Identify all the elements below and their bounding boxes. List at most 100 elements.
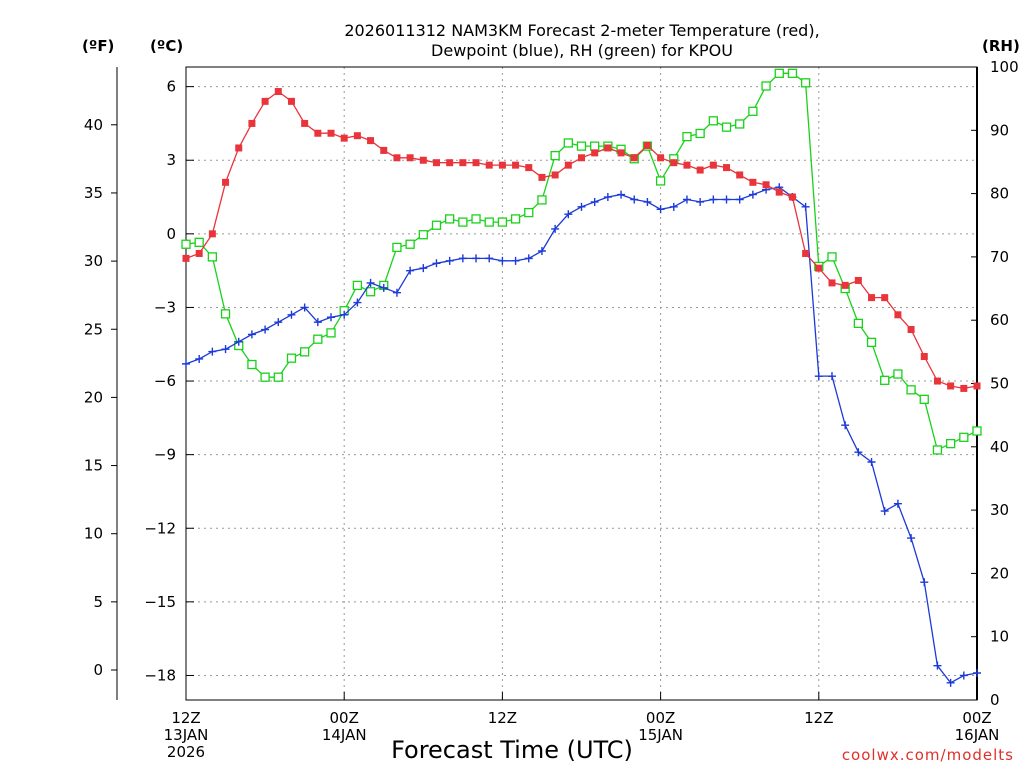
time-tick-label: 12Z xyxy=(171,709,200,727)
dewpoint-point xyxy=(814,372,823,381)
temperature-point xyxy=(736,171,744,179)
celsius-tick-label: −3 xyxy=(154,298,176,316)
rh-point xyxy=(458,217,468,227)
temperature-point xyxy=(459,159,467,167)
temperature-point xyxy=(235,144,243,152)
dewpoint-point xyxy=(458,254,467,263)
rh-point xyxy=(590,141,600,151)
credit-text: coolwx.com/modelts xyxy=(842,746,1014,764)
dewpoint-point xyxy=(867,458,876,467)
rh-tick-label: 50 xyxy=(990,375,1009,393)
dewpoint-point xyxy=(854,448,863,457)
rh-point xyxy=(682,131,692,142)
temperature-point xyxy=(367,137,375,145)
temperature-point xyxy=(973,382,981,390)
dewpoint-point xyxy=(643,197,652,206)
dewpoint-point xyxy=(801,202,810,211)
rh-point xyxy=(286,353,297,363)
rh-point xyxy=(945,438,956,449)
dewpoint-point xyxy=(208,347,217,356)
dewpoint-point xyxy=(485,254,494,263)
dewpoint-point xyxy=(920,578,929,587)
temperature-point xyxy=(498,161,506,169)
fahrenheit-tick-label: 20 xyxy=(84,388,103,406)
temperature-point xyxy=(393,154,401,162)
dewpoint-point xyxy=(340,310,349,319)
dewpoint-point xyxy=(379,283,388,292)
dewpoint-point xyxy=(221,345,230,354)
fahrenheit-unit-label: (ºF) xyxy=(82,37,114,55)
rh-point xyxy=(972,426,982,436)
time-tick-label: 13JAN xyxy=(164,726,209,744)
rh-tick-label: 90 xyxy=(990,121,1009,139)
temperature-point xyxy=(828,279,836,287)
temperature-line xyxy=(185,90,978,390)
rh-point xyxy=(510,214,521,224)
rh-tick-label: 30 xyxy=(990,501,1009,519)
temperature-point xyxy=(788,193,796,201)
rh-point xyxy=(220,309,231,319)
rh-point xyxy=(761,81,771,91)
rh-point xyxy=(497,217,508,227)
temperature-point xyxy=(643,142,651,150)
dewpoint-point xyxy=(748,190,757,199)
fahrenheit-axis-ticks: 40 35 30 25 20 15 10 5 0 xyxy=(84,116,117,679)
rh-tick-label: 100 xyxy=(990,58,1019,76)
rh-tick-label: 40 xyxy=(990,438,1009,456)
rh-point xyxy=(194,237,204,247)
temperature-point xyxy=(274,88,282,96)
temperature-point xyxy=(907,326,915,334)
rh-point xyxy=(524,207,534,218)
celsius-tick-label: −18 xyxy=(144,666,176,684)
celsius-tick-label: 3 xyxy=(166,151,176,169)
rh-point xyxy=(313,334,323,344)
temperature-point xyxy=(920,353,928,361)
temperature-point xyxy=(815,264,823,272)
dewpoint-point xyxy=(313,318,322,327)
rh-point xyxy=(800,78,811,88)
time-tick-label: 15JAN xyxy=(638,726,683,744)
dewpoint-point xyxy=(182,359,190,368)
fahrenheit-tick-label: 25 xyxy=(84,320,103,338)
temperature-point xyxy=(353,132,361,140)
temperature-point xyxy=(525,164,533,172)
rh-point xyxy=(655,176,666,186)
temperature-point xyxy=(657,154,665,162)
temperature-point xyxy=(287,97,295,105)
temperature-point xyxy=(723,164,731,172)
rh-point xyxy=(787,68,798,78)
dewpoint-point xyxy=(669,202,678,211)
rh-point xyxy=(445,214,455,224)
rh-tick-label: 80 xyxy=(990,185,1009,203)
time-tick-label: 12Z xyxy=(804,709,833,727)
rh-tick-label: 10 xyxy=(990,628,1009,646)
fahrenheit-tick-label: 0 xyxy=(93,661,103,679)
dewpoint-point xyxy=(432,259,441,268)
dewpoint-point xyxy=(893,499,902,508)
temperature-point xyxy=(301,119,309,127)
dewpoint-point xyxy=(419,264,428,273)
title-line-2: Dewpoint (blue), RH (green) for KPOU xyxy=(431,41,733,60)
grid-lines xyxy=(186,67,977,700)
temperature-point xyxy=(208,230,216,238)
dewpoint-point xyxy=(617,190,626,199)
temperature-point xyxy=(881,294,889,302)
temperature-point xyxy=(551,171,559,179)
temperature-point xyxy=(854,276,862,284)
temperature-point xyxy=(749,178,757,186)
celsius-tick-label: 0 xyxy=(166,225,176,243)
rh-point xyxy=(405,239,415,249)
dewpoint-point xyxy=(247,330,256,339)
temperature-point xyxy=(182,254,190,262)
rh-point xyxy=(919,394,929,404)
time-tick-label: 16JAN xyxy=(955,726,1000,744)
dewpoint-point xyxy=(327,313,336,322)
dewpoint-point xyxy=(973,669,981,678)
dewpoint-point xyxy=(907,534,916,543)
rh-point xyxy=(721,122,732,132)
dewpoint-point xyxy=(577,202,586,211)
celsius-tick-label: 6 xyxy=(166,78,176,96)
dewpoint-point xyxy=(696,197,705,206)
dewpoint-point xyxy=(841,421,850,430)
